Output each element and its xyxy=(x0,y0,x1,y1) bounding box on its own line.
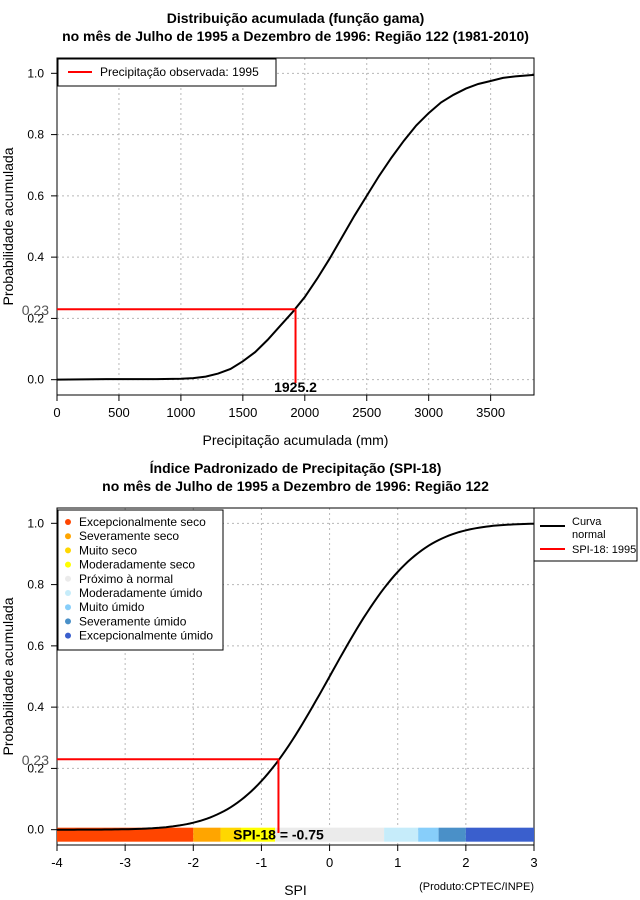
x-axis-label: SPI xyxy=(284,882,307,898)
y-axis-label: Probabilidade acumulada xyxy=(0,147,16,305)
category-legend-swatch xyxy=(65,575,71,582)
chart-spi-cdf: Índice Padronizado de Precipitação (SPI-… xyxy=(0,460,638,898)
x-tick-label: 3000 xyxy=(414,405,443,420)
y-tick-label: 0.6 xyxy=(27,189,44,203)
x-tick-label: 1 xyxy=(394,855,401,870)
credit-text: (Produto:CPTEC/INPE) xyxy=(419,881,534,893)
series-legend-label: Curva xyxy=(572,516,602,528)
y-tick-label: 0.4 xyxy=(27,700,44,714)
observed-y-label: 0.23 xyxy=(22,752,49,768)
y-tick-label: 1.0 xyxy=(27,66,44,80)
x-tick-label: -1 xyxy=(256,855,268,870)
series-legend-label: SPI-18: 1995 xyxy=(572,544,636,556)
legend-box xyxy=(57,58,277,87)
x-tick-label: -3 xyxy=(119,855,131,870)
category-band-6 xyxy=(418,827,439,842)
category-legend-label: Severamente seco xyxy=(79,529,179,543)
observed-y-label: 0.23 xyxy=(22,302,49,318)
category-band-8 xyxy=(465,827,534,842)
category-band-3 xyxy=(240,827,276,842)
series-legend-box xyxy=(533,507,638,562)
x-tick-label: -2 xyxy=(188,855,200,870)
y-tick-label: 0.0 xyxy=(27,373,44,387)
category-legend-label: Excepcionalmente seco xyxy=(79,515,206,529)
y-tick-label: 0.2 xyxy=(27,761,44,775)
category-legend-label: Moderadamente seco xyxy=(79,558,195,572)
x-tick-label: -4 xyxy=(51,855,63,870)
x-axis-label: Precipitação acumulada (mm) xyxy=(203,432,389,448)
y-tick-label: 0.6 xyxy=(27,639,44,653)
normal-cdf-line xyxy=(57,522,535,831)
y-tick-label: 0.8 xyxy=(27,578,44,592)
category-band-0 xyxy=(57,827,194,842)
category-legend-label: Muito úmido xyxy=(79,600,145,614)
x-tick-label: 2000 xyxy=(290,405,319,420)
x-tick-label: 2 xyxy=(462,855,469,870)
x-tick-label: 1500 xyxy=(228,405,257,420)
category-legend-label: Excepcionalmente úmido xyxy=(79,629,213,643)
category-legend-swatch xyxy=(65,618,71,625)
y-axis-label: Probabilidade acumulada xyxy=(0,597,16,755)
chart-subtitle: no mês de Julho de 1995 a Dezembro de 19… xyxy=(102,478,489,494)
chart-subtitle: no mês de Julho de 1995 a Dezembro de 19… xyxy=(62,28,529,44)
chart-title: Distribuição acumulada (função gama) xyxy=(167,10,425,26)
category-legend-swatch xyxy=(65,519,71,525)
x-tick-label: 0 xyxy=(53,405,60,420)
category-band-1 xyxy=(193,827,221,842)
x-tick-label: 0 xyxy=(326,855,333,870)
observed-x-label: 1925.2 xyxy=(274,379,317,395)
category-legend-label: Muito seco xyxy=(79,543,137,557)
category-band-2 xyxy=(220,827,241,842)
category-legend-swatch xyxy=(65,533,71,540)
x-tick-label: 500 xyxy=(108,405,130,420)
plot-frame xyxy=(56,507,535,846)
plot-frame xyxy=(56,57,535,396)
legend-label: Precipitação observada: 1995 xyxy=(100,65,259,79)
y-tick-label: 1.0 xyxy=(27,516,44,530)
category-legend-label: Moderadamente úmido xyxy=(79,586,203,600)
x-tick-label: 1000 xyxy=(166,405,195,420)
category-band-7 xyxy=(438,827,466,842)
category-legend-label: Próximo à normal xyxy=(79,572,173,586)
y-tick-label: 0.2 xyxy=(27,311,44,325)
chart-gamma-cdf: Distribuição acumulada (função gama) no m… xyxy=(0,10,535,448)
x-tick-label: 3500 xyxy=(476,405,505,420)
category-legend-swatch xyxy=(65,547,71,554)
category-legend-label: Severamente úmido xyxy=(79,614,187,628)
chart-title: Índice Padronizado de Precipitação (SPI-… xyxy=(150,460,442,476)
series-legend-label: normal xyxy=(572,529,606,541)
gamma-cdf-line xyxy=(56,73,535,381)
spi-value-label: SPI-18 = -0.75 xyxy=(233,827,324,843)
category-band-5 xyxy=(384,827,419,842)
category-legend-box xyxy=(57,509,224,651)
category-legend-swatch xyxy=(65,561,71,568)
y-tick-label: 0.0 xyxy=(27,823,44,837)
x-tick-label: 2500 xyxy=(352,405,381,420)
y-tick-label: 0.4 xyxy=(27,250,44,264)
category-legend-swatch xyxy=(65,590,71,596)
y-tick-label: 0.8 xyxy=(27,128,44,142)
category-legend-swatch xyxy=(65,604,71,611)
category-band-4 xyxy=(275,827,385,842)
category-legend-swatch xyxy=(65,632,71,639)
legend: Precipitação observada: 1995 xyxy=(57,58,277,87)
x-tick-label: 3 xyxy=(530,855,537,870)
